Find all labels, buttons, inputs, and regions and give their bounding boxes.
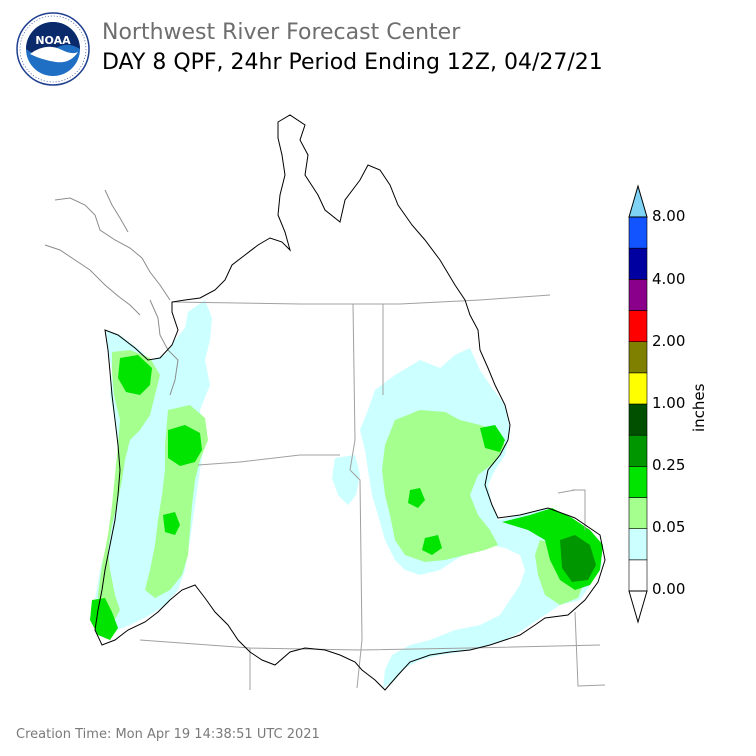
state-boundaries <box>139 294 606 690</box>
colorbar-label-1: 1.00 <box>652 394 686 412</box>
creation-time: Creation Time: Mon Apr 19 14:38:51 UTC 2… <box>16 727 320 742</box>
colorbar-bin-0 <box>628 559 648 592</box>
noaa-logo-icon: NOAA <box>16 12 90 86</box>
colorbar-bin-11 <box>628 216 648 249</box>
noaa-logo: NOAA <box>16 12 90 86</box>
agency-title: Northwest River Forecast Center <box>102 20 461 45</box>
colorbar-bin-7 <box>628 341 648 374</box>
colorbar-bin-5 <box>628 403 648 436</box>
basin-outline <box>94 114 606 691</box>
colorbar-bin-6 <box>628 372 648 405</box>
colorbar-label-0: 0.00 <box>652 580 686 598</box>
colorbar-label-4: 4.00 <box>652 270 686 288</box>
colorbar-bin-4 <box>628 434 648 467</box>
colorbar-units: inches <box>690 383 708 432</box>
noaa-logo-text: NOAA <box>35 34 71 47</box>
colorbar-min-arrow <box>628 590 648 624</box>
colorbar-bins <box>628 216 648 592</box>
colorbar-label-2: 2.00 <box>652 332 686 350</box>
colorbar-label-0.25: 0.25 <box>652 456 686 474</box>
colorbar-max-arrow <box>628 184 648 218</box>
precip-0.25-0.50 <box>560 535 596 582</box>
colorbar-bin-8 <box>628 310 648 342</box>
colorbar-label-0.05: 0.05 <box>652 518 686 536</box>
colorbar-bin-2 <box>628 497 648 529</box>
colorbar-bin-3 <box>628 466 648 498</box>
colorbar-bin-1 <box>628 528 648 561</box>
product-title: DAY 8 QPF, 24hr Period Ending 12Z, 04/27… <box>102 50 603 75</box>
colorbar-label-8: 8.00 <box>652 207 686 225</box>
colorbar-bin-9 <box>628 279 648 311</box>
colorbar-bin-10 <box>628 247 648 280</box>
